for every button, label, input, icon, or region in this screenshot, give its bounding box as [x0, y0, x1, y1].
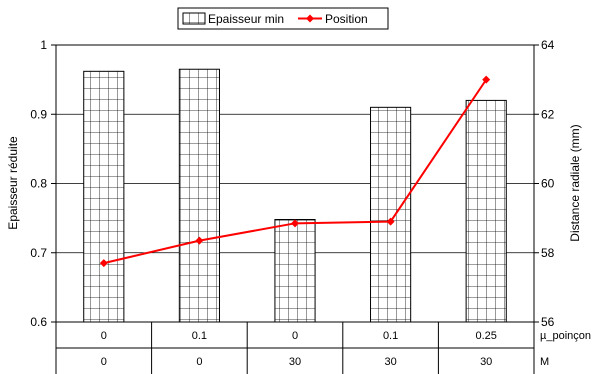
- line-point: [482, 75, 491, 84]
- table-cell: 30: [480, 356, 492, 368]
- bar: [178, 68, 220, 323]
- table-row-label: M: [540, 356, 549, 368]
- y-right-tick-label: 60: [541, 177, 555, 191]
- bar: [465, 99, 507, 323]
- legend-label-line: Position: [325, 12, 368, 26]
- table-cell: 0.1: [192, 330, 207, 342]
- line-point: [99, 259, 108, 268]
- table-cell: 30: [384, 356, 396, 368]
- y-right-tick-label: 64: [541, 38, 555, 52]
- y-left-axis-title: Epaisseur réduite: [6, 136, 20, 230]
- legend-box: [177, 7, 389, 30]
- y-left-tick-label: 0.8: [30, 177, 47, 191]
- y-left-tick-label: 0.6: [30, 315, 47, 329]
- table-cell: 0: [196, 356, 202, 368]
- table-cell: 0: [101, 330, 107, 342]
- y-left-tick-label: 0.9: [30, 107, 47, 121]
- y-left-tick-label: 1: [40, 38, 47, 52]
- y-left-tick-label: 0.7: [30, 246, 47, 260]
- table-cell: 30: [289, 356, 301, 368]
- bar: [274, 219, 316, 323]
- bar: [83, 70, 125, 323]
- line-point: [195, 236, 204, 245]
- table-cell: 0: [292, 330, 298, 342]
- y-right-axis-title: Distance radiale (mm): [568, 124, 582, 241]
- table-cell: 0: [101, 356, 107, 368]
- legend-swatch-diamond: [306, 14, 314, 23]
- y-right-tick-label: 56: [541, 315, 555, 329]
- bar: [370, 106, 412, 323]
- line-point: [386, 217, 395, 226]
- table-cell: 0.1: [383, 330, 398, 342]
- legend-label-bars: Epaisseur min: [208, 12, 284, 26]
- legend: Epaisseur min Position: [177, 7, 389, 30]
- y-right-tick-label: 58: [541, 246, 555, 260]
- legend-swatch-bars: [182, 12, 206, 25]
- table-row-label: µ_poinçon: [540, 330, 591, 342]
- y-right-tick-label: 62: [541, 107, 555, 121]
- line-point: [291, 219, 299, 228]
- table-cell: 0.25: [475, 330, 496, 342]
